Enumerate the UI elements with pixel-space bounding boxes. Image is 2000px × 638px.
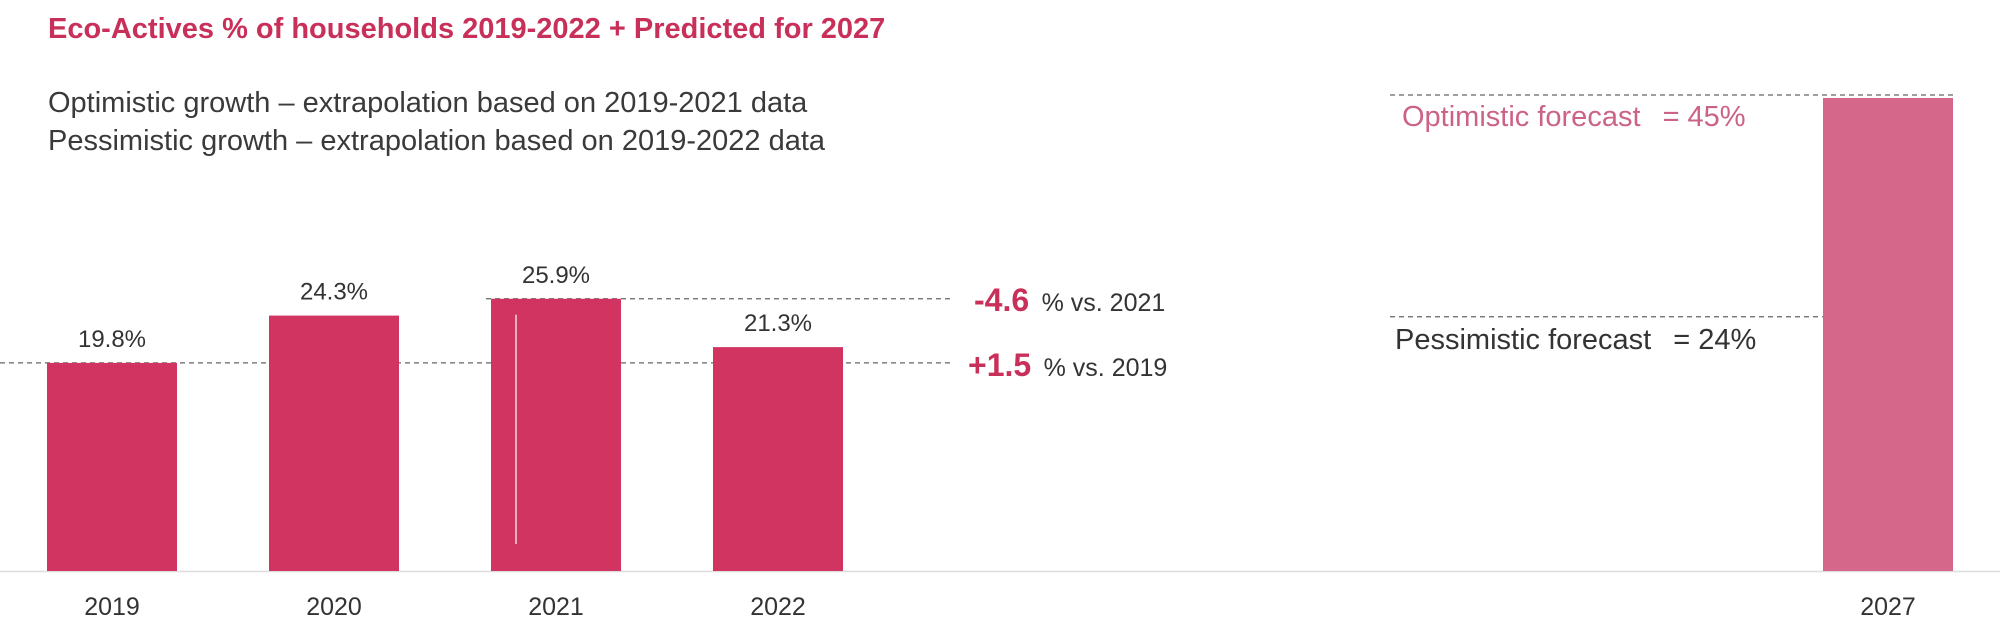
tick-label-2027: 2027 <box>1860 593 1916 621</box>
value-label-2022: 21.3% <box>744 310 812 337</box>
bars <box>47 98 1953 571</box>
comparison-delta-2019: +1.5 <box>968 347 1031 383</box>
value-label-2020: 24.3% <box>300 279 368 306</box>
tick-labels: 2019 2020 2021 2022 2027 <box>84 593 1916 621</box>
optimistic-forecast-value: = 45% <box>1663 101 1746 133</box>
optimistic-forecast-label: Optimistic forecast = 45% <box>1402 101 1746 133</box>
comparison-vs-2019: +1.5 % vs. 2019 <box>968 347 1167 383</box>
tick-label-2020: 2020 <box>306 593 362 621</box>
chart-title: Eco-Actives % of households 2019-2022 + … <box>48 13 885 45</box>
bar-2021 <box>491 298 621 571</box>
tick-label-2019: 2019 <box>84 593 140 621</box>
bar-2027 <box>1823 98 1953 571</box>
comparison-vs-2021: -4.6 % vs. 2021 <box>974 282 1165 318</box>
comparison-delta-2021: -4.6 <box>974 282 1029 318</box>
comparison-text-2019: % vs. 2019 <box>1044 354 1168 382</box>
pessimistic-forecast-name: Pessimistic forecast <box>1395 324 1651 356</box>
subtitle-optimistic: Optimistic growth – extrapolation based … <box>48 87 808 119</box>
bar-2019 <box>47 362 177 571</box>
pessimistic-forecast-label: Pessimistic forecast = 24% <box>1395 324 1756 356</box>
value-labels: 19.8% 24.3% 25.9% 21.3% <box>78 262 812 353</box>
comparison-text-2021: % vs. 2021 <box>1042 289 1166 317</box>
value-label-2019: 19.8% <box>78 326 146 353</box>
bar-2020 <box>269 315 399 571</box>
value-label-2021: 25.9% <box>522 262 590 289</box>
optimistic-forecast-name: Optimistic forecast <box>1402 101 1641 133</box>
pessimistic-forecast-value: = 24% <box>1673 324 1756 356</box>
tick-label-2022: 2022 <box>750 593 806 621</box>
tick-label-2021: 2021 <box>528 593 584 621</box>
bar-2022 <box>713 347 843 571</box>
subtitle-pessimistic: Pessimistic growth – extrapolation based… <box>48 125 826 157</box>
